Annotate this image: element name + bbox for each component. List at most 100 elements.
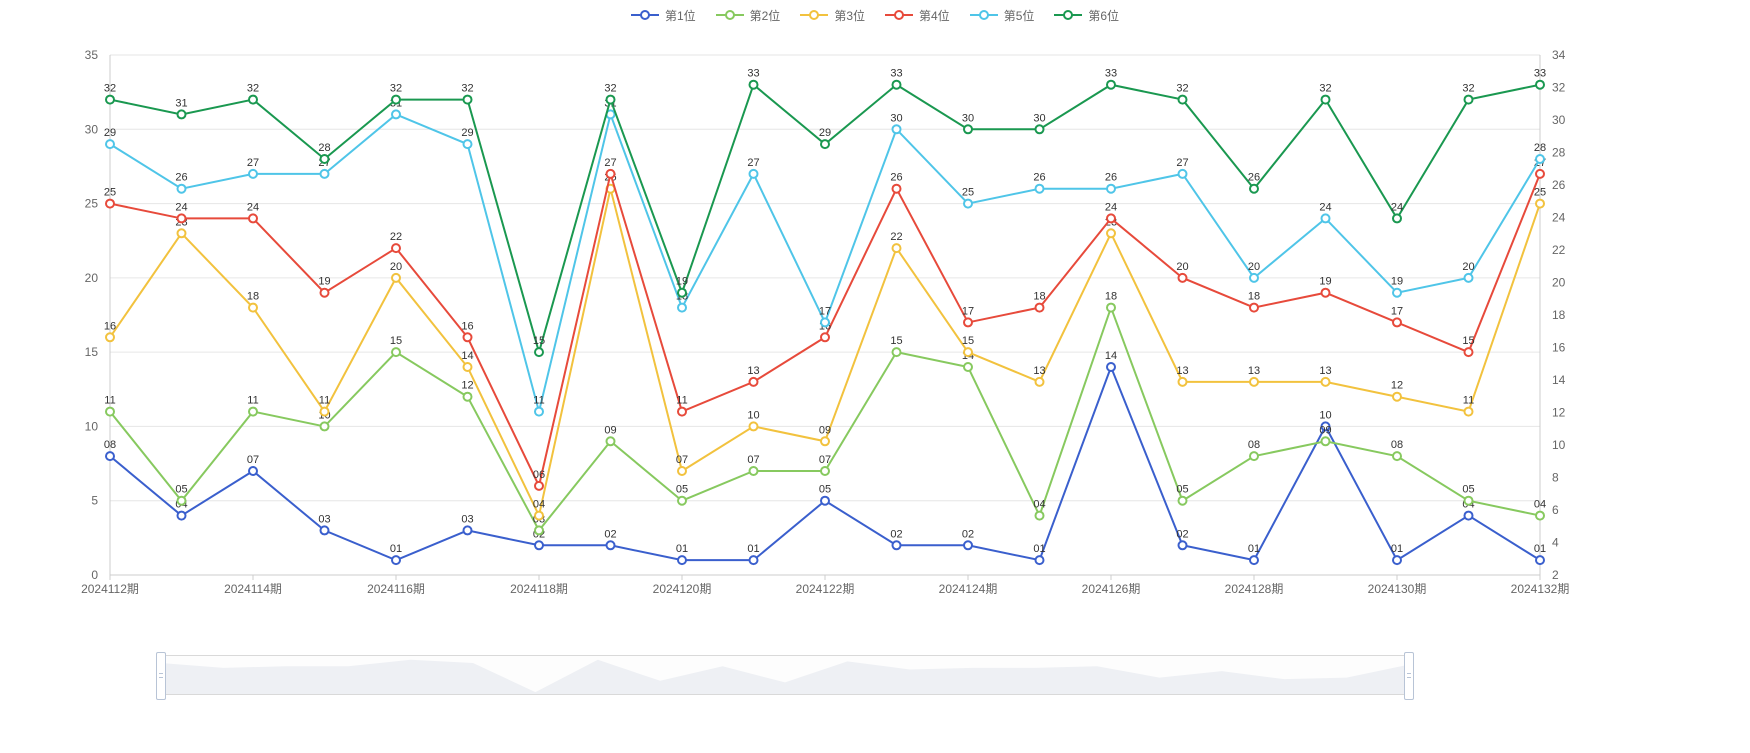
series-point[interactable] bbox=[607, 437, 615, 445]
legend-item-s4[interactable]: 第4位 bbox=[885, 7, 950, 24]
series-point[interactable] bbox=[1250, 304, 1258, 312]
series-point[interactable] bbox=[821, 467, 829, 475]
series-point[interactable] bbox=[964, 363, 972, 371]
legend-item-s3[interactable]: 第3位 bbox=[800, 7, 865, 24]
series-point[interactable] bbox=[249, 467, 257, 475]
series-point[interactable] bbox=[750, 556, 758, 564]
series-point[interactable] bbox=[106, 452, 114, 460]
series-point[interactable] bbox=[1322, 378, 1330, 386]
series-point[interactable] bbox=[1036, 512, 1044, 520]
series-point[interactable] bbox=[535, 512, 543, 520]
series-point[interactable] bbox=[1036, 185, 1044, 193]
series-point[interactable] bbox=[464, 393, 472, 401]
series-point[interactable] bbox=[1179, 541, 1187, 549]
series-point[interactable] bbox=[821, 318, 829, 326]
legend-item-s1[interactable]: 第1位 bbox=[631, 7, 696, 24]
series-point[interactable] bbox=[1536, 556, 1544, 564]
series-point[interactable] bbox=[1250, 274, 1258, 282]
series-point[interactable] bbox=[106, 408, 114, 416]
series-point[interactable] bbox=[1107, 214, 1115, 222]
series-point[interactable] bbox=[392, 274, 400, 282]
series-point[interactable] bbox=[1393, 318, 1401, 326]
series-point[interactable] bbox=[1250, 185, 1258, 193]
series-point[interactable] bbox=[1179, 170, 1187, 178]
series-point[interactable] bbox=[1107, 363, 1115, 371]
series-point[interactable] bbox=[893, 541, 901, 549]
series-point[interactable] bbox=[893, 348, 901, 356]
series-point[interactable] bbox=[321, 526, 329, 534]
series-point[interactable] bbox=[964, 541, 972, 549]
series-point[interactable] bbox=[750, 467, 758, 475]
series-point[interactable] bbox=[1536, 200, 1544, 208]
series-point[interactable] bbox=[607, 541, 615, 549]
series-point[interactable] bbox=[1107, 304, 1115, 312]
series-point[interactable] bbox=[1250, 452, 1258, 460]
series-point[interactable] bbox=[1465, 512, 1473, 520]
series-point[interactable] bbox=[1465, 497, 1473, 505]
series-point[interactable] bbox=[535, 408, 543, 416]
series-point[interactable] bbox=[678, 304, 686, 312]
series-point[interactable] bbox=[1393, 214, 1401, 222]
series-point[interactable] bbox=[464, 140, 472, 148]
series-point[interactable] bbox=[249, 304, 257, 312]
series-point[interactable] bbox=[1036, 304, 1044, 312]
legend-item-s2[interactable]: 第2位 bbox=[716, 7, 781, 24]
series-point[interactable] bbox=[535, 348, 543, 356]
series-point[interactable] bbox=[1107, 185, 1115, 193]
series-point[interactable] bbox=[1322, 96, 1330, 104]
series-point[interactable] bbox=[1036, 378, 1044, 386]
series-point[interactable] bbox=[1179, 497, 1187, 505]
series-point[interactable] bbox=[964, 200, 972, 208]
series-point[interactable] bbox=[1393, 452, 1401, 460]
series-point[interactable] bbox=[321, 408, 329, 416]
series-point[interactable] bbox=[178, 512, 186, 520]
series-point[interactable] bbox=[464, 363, 472, 371]
legend-item-s5[interactable]: 第5位 bbox=[970, 7, 1035, 24]
series-point[interactable] bbox=[750, 378, 758, 386]
series-point[interactable] bbox=[821, 140, 829, 148]
series-point[interactable] bbox=[106, 96, 114, 104]
series-point[interactable] bbox=[1179, 96, 1187, 104]
series-point[interactable] bbox=[392, 348, 400, 356]
series-point[interactable] bbox=[678, 289, 686, 297]
series-point[interactable] bbox=[249, 170, 257, 178]
series-point[interactable] bbox=[1322, 214, 1330, 222]
series-point[interactable] bbox=[1465, 408, 1473, 416]
series-point[interactable] bbox=[1465, 96, 1473, 104]
series-point[interactable] bbox=[1107, 229, 1115, 237]
series-point[interactable] bbox=[1393, 556, 1401, 564]
series-point[interactable] bbox=[678, 467, 686, 475]
series-point[interactable] bbox=[106, 140, 114, 148]
series-point[interactable] bbox=[1536, 170, 1544, 178]
series-point[interactable] bbox=[821, 333, 829, 341]
series-point[interactable] bbox=[1465, 348, 1473, 356]
series-point[interactable] bbox=[1322, 437, 1330, 445]
zoom-handle-left[interactable] bbox=[156, 652, 166, 700]
series-point[interactable] bbox=[178, 497, 186, 505]
series-point[interactable] bbox=[893, 244, 901, 252]
series-point[interactable] bbox=[1179, 274, 1187, 282]
series-point[interactable] bbox=[893, 81, 901, 89]
series-point[interactable] bbox=[821, 437, 829, 445]
series-point[interactable] bbox=[321, 170, 329, 178]
series-point[interactable] bbox=[678, 408, 686, 416]
series-point[interactable] bbox=[1036, 125, 1044, 133]
series-point[interactable] bbox=[249, 214, 257, 222]
series-point[interactable] bbox=[106, 200, 114, 208]
series-point[interactable] bbox=[964, 318, 972, 326]
series-point[interactable] bbox=[1250, 556, 1258, 564]
series-point[interactable] bbox=[178, 110, 186, 118]
series-point[interactable] bbox=[106, 333, 114, 341]
series-point[interactable] bbox=[607, 170, 615, 178]
series-point[interactable] bbox=[392, 556, 400, 564]
series-point[interactable] bbox=[1393, 393, 1401, 401]
series-point[interactable] bbox=[964, 125, 972, 133]
series-point[interactable] bbox=[1250, 378, 1258, 386]
series-point[interactable] bbox=[678, 556, 686, 564]
series-point[interactable] bbox=[464, 96, 472, 104]
series-point[interactable] bbox=[1107, 81, 1115, 89]
series-point[interactable] bbox=[1322, 289, 1330, 297]
series-point[interactable] bbox=[1393, 289, 1401, 297]
zoom-handle-right[interactable] bbox=[1404, 652, 1414, 700]
series-point[interactable] bbox=[1036, 556, 1044, 564]
